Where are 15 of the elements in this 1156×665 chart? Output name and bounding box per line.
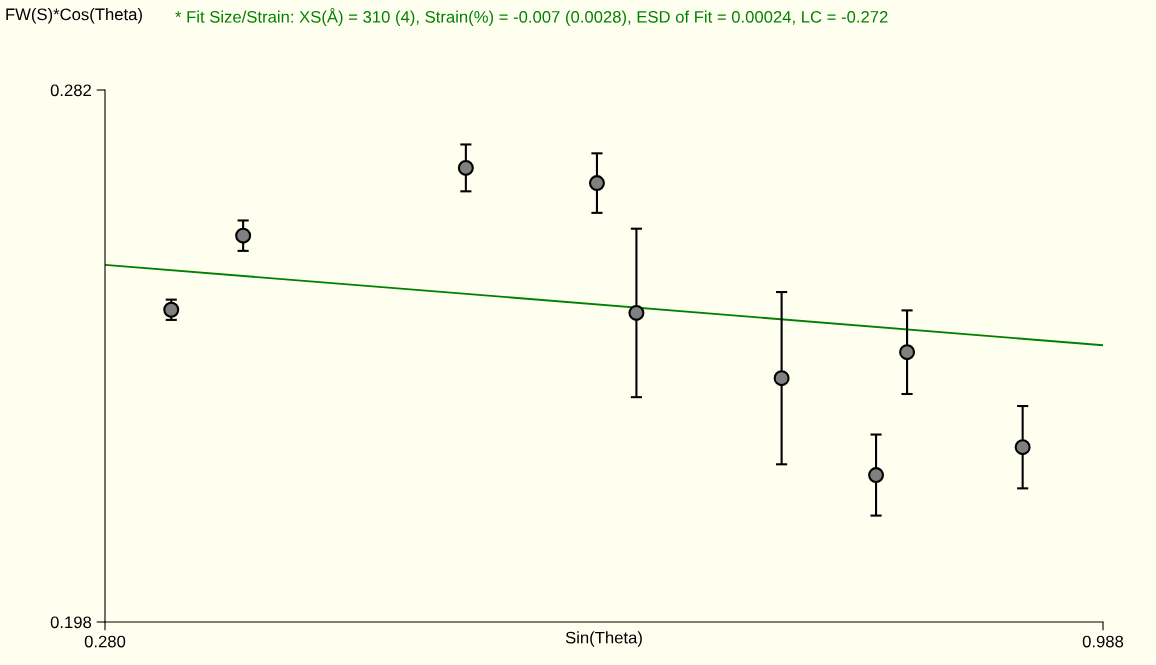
point [588,175,605,192]
y-tick-label: 0.198 [50,616,92,629]
point [457,159,474,176]
x-tick-label: 0.988 [1082,635,1124,648]
point [868,467,885,484]
y-axis-title: FW(S)*Cos(Theta) [6,8,142,24]
point [899,344,916,361]
point [628,304,645,321]
point [1014,439,1031,456]
point [773,370,790,387]
x-axis-title: Sin(Theta) [565,631,642,647]
x-tick-label: 0.280 [84,635,126,648]
chart-title: * Fit Size/Strain: XS(Å) = 310 (4), Strain(%) = -0.007 (0.0028), ESD of Fit = 0.00024, LC = -0.272 [175,7,888,27]
point [235,227,252,244]
y-tick-label: 0.282 [50,84,91,97]
